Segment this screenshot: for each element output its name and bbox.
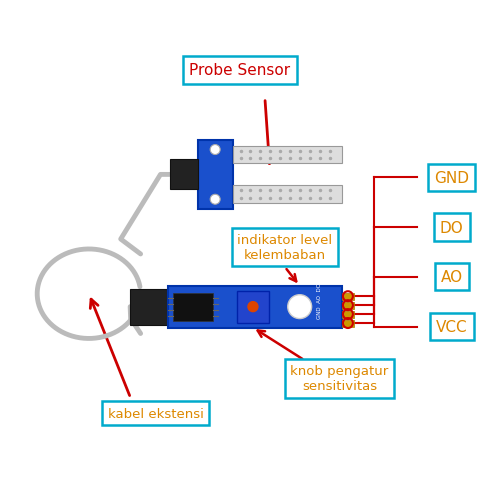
FancyBboxPatch shape [232,146,341,164]
FancyBboxPatch shape [173,293,212,321]
Circle shape [210,145,220,155]
Text: GND  AO  DO  VCC: GND AO DO VCC [316,268,321,319]
Text: AO: AO [440,270,462,285]
Text: kabel ekstensi: kabel ekstensi [107,407,203,420]
Text: VCC: VCC [435,319,467,334]
FancyBboxPatch shape [197,141,232,210]
FancyBboxPatch shape [341,311,353,318]
Text: GND: GND [433,170,468,185]
Circle shape [287,295,311,319]
FancyBboxPatch shape [341,302,353,309]
Text: knob pengatur
sensitivitas: knob pengatur sensitivitas [290,365,388,392]
FancyBboxPatch shape [167,286,341,328]
Text: Probe Sensor: Probe Sensor [189,63,290,79]
FancyBboxPatch shape [130,289,167,325]
FancyBboxPatch shape [341,320,353,327]
FancyBboxPatch shape [237,291,268,323]
Circle shape [210,195,220,205]
Text: DO: DO [439,220,463,235]
FancyBboxPatch shape [341,293,353,300]
Text: indikator level
kelembaban: indikator level kelembaban [237,233,332,262]
Circle shape [247,302,257,312]
FancyBboxPatch shape [232,186,341,204]
FancyBboxPatch shape [169,160,197,190]
